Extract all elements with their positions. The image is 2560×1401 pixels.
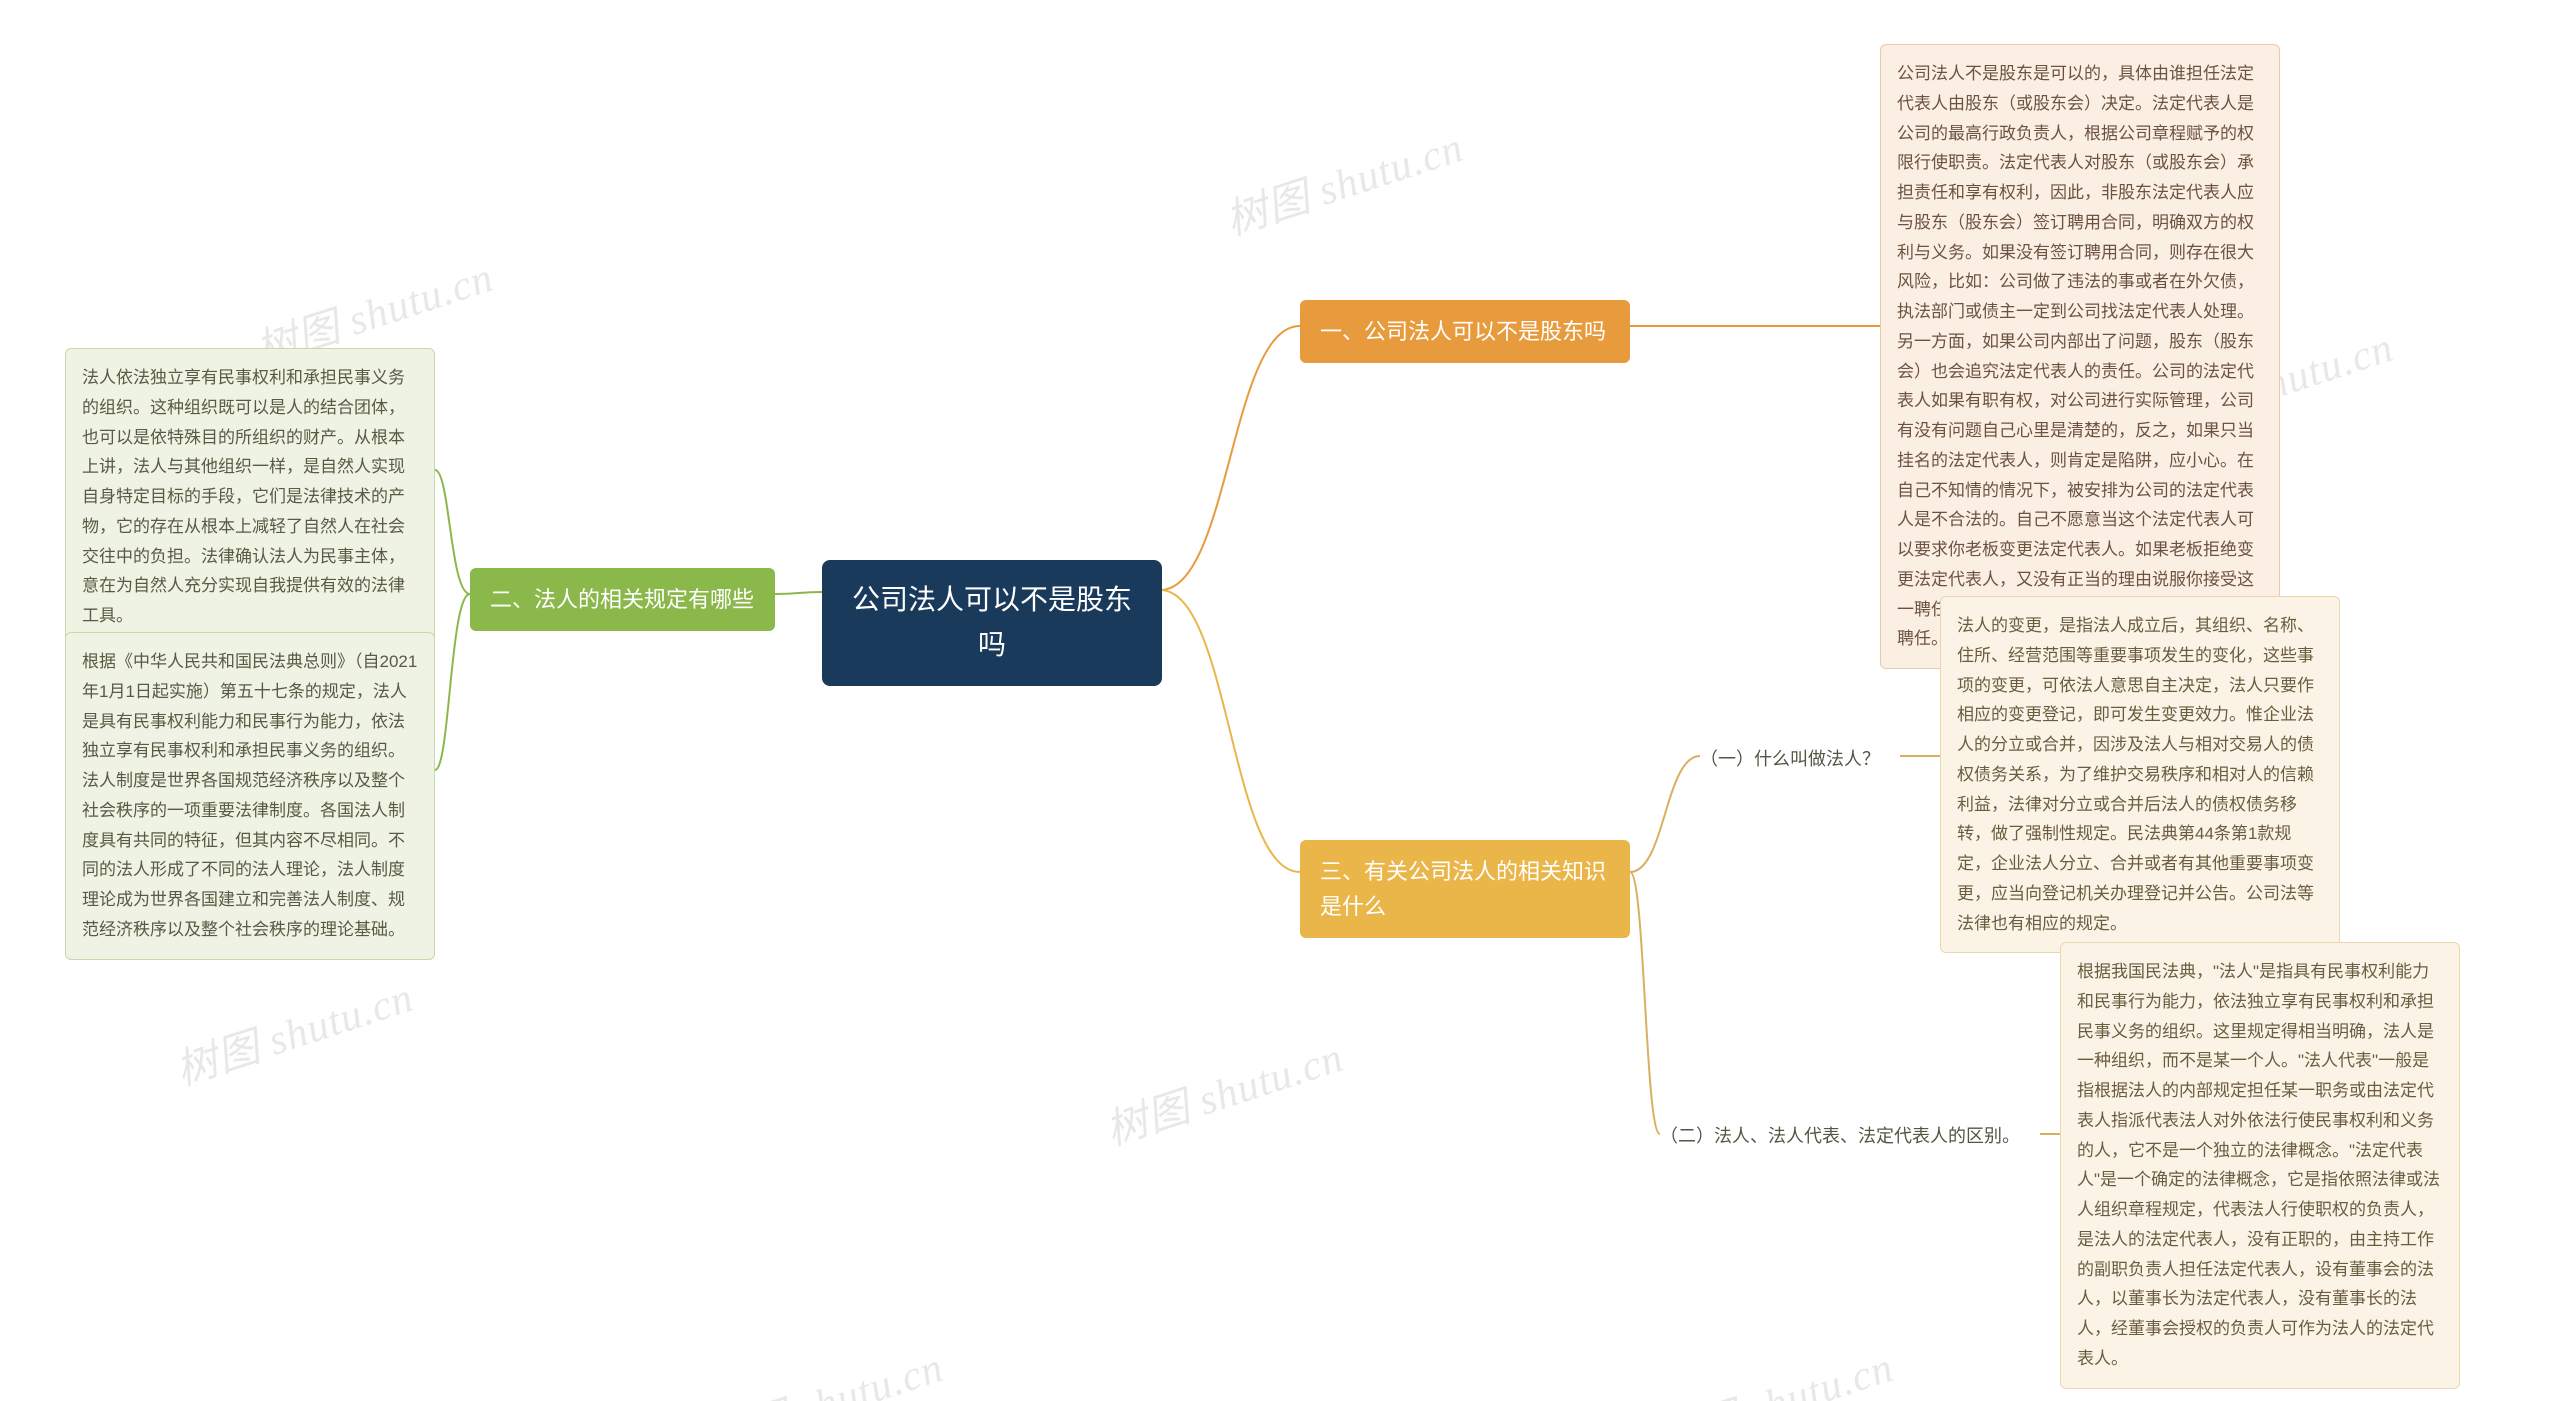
branch-3-sub-1-label[interactable]: （一）什么叫做法人？ [1700, 745, 1880, 771]
branch-3-sub-2-label[interactable]: （二）法人、法人代表、法定代表人的区别。 [1660, 1122, 2020, 1148]
branch-2-leaf-1: 法人依法独立享有民事权利和承担民事义务的组织。这种组织既可以是人的结合团体，也可… [65, 348, 435, 646]
branch-2[interactable]: 二、法人的相关规定有哪些 [470, 568, 775, 631]
root-node[interactable]: 公司法人可以不是股东吗 [822, 560, 1162, 686]
branch-3[interactable]: 三、有关公司法人的相关知识是什么 [1300, 840, 1630, 938]
branch-3-sub-1-leaf: 法人的变更，是指法人成立后，其组织、名称、住所、经营范围等重要事项发生的变化，这… [1940, 596, 2340, 953]
watermark: 树图 shutu.cn [1217, 113, 1470, 247]
branch-2-leaf-2: 根据《中华人民共和国民法典总则》（自2021年1月1日起实施）第五十七条的规定，… [65, 632, 435, 960]
watermark: 树图 shutu.cn [1097, 1023, 1350, 1157]
watermark: 树图 shutu.cn [167, 963, 420, 1097]
watermark: 树图 shutu.cn [1647, 1333, 1900, 1401]
branch-1[interactable]: 一、公司法人可以不是股东吗 [1300, 300, 1630, 363]
watermark: 树图 shutu.cn [697, 1333, 950, 1401]
branch-3-sub-2-leaf: 根据我国民法典，"法人"是指具有民事权利能力和民事行为能力，依法独立享有民事权利… [2060, 942, 2460, 1389]
branch-1-leaf: 公司法人不是股东是可以的，具体由谁担任法定代表人由股东（或股东会）决定。法定代表… [1880, 44, 2280, 669]
